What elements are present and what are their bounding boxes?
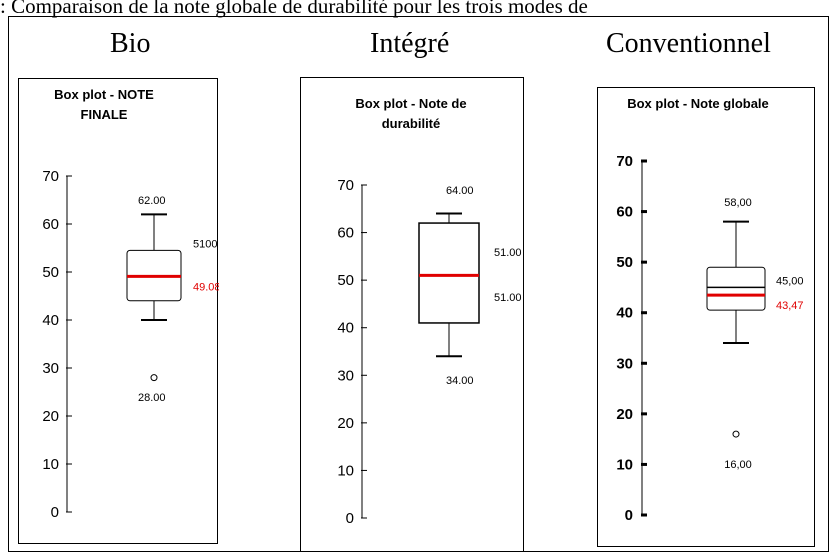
y-tick-label: 60 <box>337 225 354 242</box>
value-label-q3: 45,00 <box>776 275 804 287</box>
value-label-median: 43,47 <box>776 300 804 312</box>
y-tick-label: 70 <box>42 168 59 185</box>
y-tick-label: 60 <box>616 204 633 221</box>
y-tick-label: 40 <box>337 320 354 337</box>
y-tick-label: 60 <box>42 216 59 233</box>
outlier-point <box>150 374 158 382</box>
boxplot-panel-integre: Box plot - Note de durabilité 0 10 20 30 40 50 6… <box>300 77 524 552</box>
y-tick-label: 40 <box>616 305 633 322</box>
y-tick-label: 0 <box>346 510 354 527</box>
outlier-point <box>732 430 740 438</box>
value-label-outlier: 28.00 <box>138 392 166 404</box>
chart-title-line: Box plot - NOTE <box>54 87 154 102</box>
value-label-max: 62.00 <box>138 195 166 207</box>
value-label-min: 34.00 <box>446 375 474 387</box>
y-tick-label: 70 <box>337 177 354 194</box>
boxplot-panel-bio: Box plot - NOTE FINALE 0 10 20 30 40 50 60 70 62.0… <box>18 78 219 544</box>
value-label-max: 58,00 <box>724 197 752 209</box>
chart-title-line: FINALE <box>81 107 128 122</box>
y-tick-label: 50 <box>616 254 633 271</box>
y-tick-label: 0 <box>625 507 633 524</box>
chart-title-line: Box plot - Note de <box>355 96 466 111</box>
y-tick-label: 50 <box>42 264 59 281</box>
heading-integre: Intégré <box>370 28 450 59</box>
value-label-outlier: 16,00 <box>724 459 752 471</box>
value-label-q3: 5100 <box>193 238 217 250</box>
value-label-median: 49.08 <box>193 281 219 293</box>
y-tick-label: 40 <box>42 312 59 329</box>
chart-title-line: Box plot - Note globale <box>627 96 769 111</box>
value-label-median: 51.00 <box>494 292 522 304</box>
heading-conventionnel: Conventionnel <box>606 28 771 59</box>
heading-bio: Bio <box>110 28 151 59</box>
chart-title-line: durabilité <box>382 116 441 131</box>
y-tick-label: 20 <box>42 408 59 425</box>
y-tick-label: 50 <box>337 272 354 289</box>
y-tick-label: 20 <box>616 406 633 423</box>
boxplot-svg-bio: Box plot - NOTE FINALE 0 10 20 30 40 50 60 70 62.0… <box>42 87 219 521</box>
boxplot-panel-conventionnel: Box plot - Note globale 0 10 20 30 40 50 60 70 58… <box>597 87 815 547</box>
y-tick-label: 10 <box>616 456 633 473</box>
y-tick-label: 30 <box>337 367 354 384</box>
box-iqr <box>418 222 480 324</box>
y-tick-label: 10 <box>42 456 59 473</box>
figure-caption: : Comparaison de la note globale de dura… <box>0 0 588 18</box>
value-label-q3: 51.00 <box>494 247 522 259</box>
value-label-max: 64.00 <box>446 185 474 197</box>
y-tick-label: 30 <box>616 355 633 372</box>
y-tick-label: 10 <box>337 462 354 479</box>
boxplot-svg-conventionnel: Box plot - Note globale 0 10 20 30 40 50 60 70 58… <box>616 96 804 524</box>
y-tick-label: 0 <box>51 504 59 521</box>
y-tick-label: 30 <box>42 360 59 377</box>
y-tick-label: 20 <box>337 415 354 432</box>
box-iqr <box>706 266 766 311</box>
boxplot-svg-integre: Box plot - Note de durabilité 0 10 20 30 40 50 6… <box>337 96 522 527</box>
y-tick-label: 70 <box>616 153 633 170</box>
